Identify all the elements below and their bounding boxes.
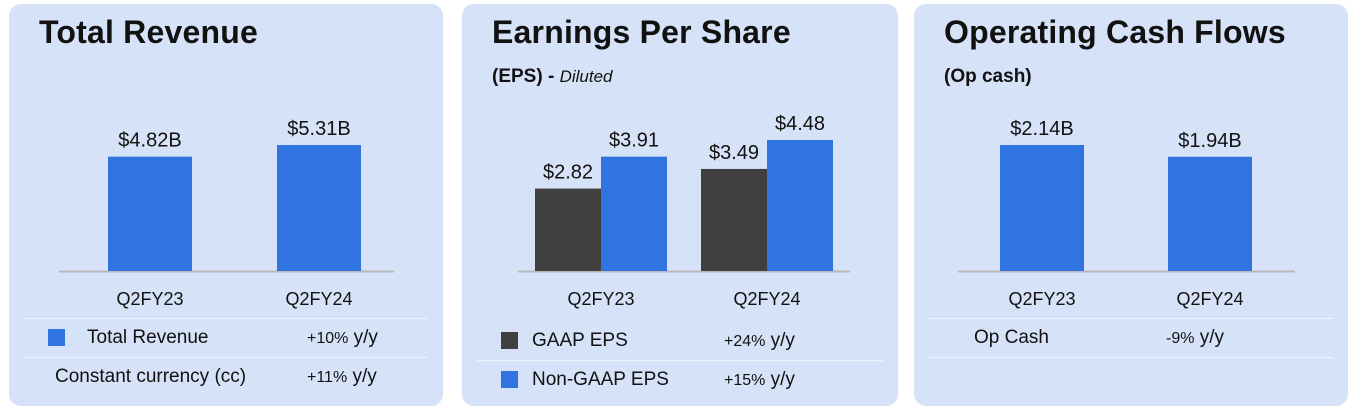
category-label: Q2FY24 [285,289,352,309]
opcash-legend: Op Cash -9% y/y [929,318,1333,396]
bar [701,168,767,271]
legend-value: -9% y/y [1166,327,1224,349]
opcash-chart: $2.14B Q2FY23 $1.94B Q2FY24 [958,118,1295,309]
legend-value: +15% y/y [724,369,795,391]
legend-row: Constant currency (cc) +11% y/y [24,357,428,396]
legend-label: Total Revenue [87,327,209,348]
legend-value: +24% y/y [724,330,795,352]
opcash-subtitle: (Op cash) [944,66,1032,87]
legend-label: Non-GAAP EPS [532,369,669,390]
legend-label: Constant currency (cc) [55,366,247,387]
revenue-title: Total Revenue [39,14,258,50]
eps-subtitle-note: Diluted [559,67,613,86]
legend-suffix: y/y [348,327,378,348]
legend-pct: +11% [307,369,348,386]
eps-title: Earnings Per Share [492,14,791,50]
category-label: Q2FY23 [116,289,183,309]
bar [767,140,833,271]
legend-row: Non-GAAP EPS +15% y/y [477,360,883,399]
legend-row: Total Revenue +10% y/y [24,318,428,357]
bar [601,156,667,271]
eps-subtitle-main: (EPS) [492,66,543,87]
data-label: $5.31B [287,118,350,140]
legend-suffix: y/y [1194,327,1225,348]
bar [1168,156,1252,271]
bar [535,188,601,271]
data-label: $2.82 [543,162,593,184]
legend-swatch [48,329,65,346]
category-label: Q2FY23 [1008,289,1075,309]
legend-pct: +24% [724,333,766,350]
bar [277,145,361,271]
legend-pct: +10% [307,330,349,347]
legend-swatch [501,332,518,349]
eps-subtitle-dash: - [542,66,560,87]
bar [108,156,192,271]
data-label: $4.48 [775,113,825,135]
opcash-title: Operating Cash Flows [944,14,1286,50]
legend-swatch [501,371,518,388]
legend-label: GAAP EPS [532,330,628,351]
data-label: $4.82B [118,130,181,152]
legend-suffix: y/y [765,369,795,390]
legend-pct: -9% [1166,330,1195,347]
revenue-card: Total Revenue $4.82B Q2FY23 $5.31B Q2FY24 T… [9,4,443,406]
legend-pct: +15% [724,372,766,389]
category-label: Q2FY24 [1176,289,1243,309]
legend-suffix: y/y [347,366,377,387]
legend-row: GAAP EPS +24% y/y [477,322,883,360]
data-label: $1.94B [1178,130,1241,152]
data-label: $2.14B [1010,118,1073,140]
data-label: $3.91 [609,130,659,152]
bar [1000,145,1084,271]
eps-subtitle: (EPS) - Diluted [492,66,613,88]
legend-value: +10% y/y [307,327,378,349]
category-label: Q2FY24 [733,289,800,309]
legend-row [929,357,1333,396]
eps-chart: $2.82 $3.91 Q2FY23 $3.49 $4.48 Q2FY24 [518,113,850,309]
revenue-legend: Total Revenue +10% y/y Constant currency… [24,318,428,396]
legend-value: +11% y/y [307,366,377,388]
opcash-card: Operating Cash Flows (Op cash) $2.14B Q2F… [914,4,1348,406]
legend-label: Op Cash [974,327,1049,348]
revenue-chart: $4.82B Q2FY23 $5.31B Q2FY24 [59,118,394,309]
eps-card: Earnings Per Share (EPS) - Diluted $2.82… [462,4,898,406]
legend-row: Op Cash -9% y/y [929,318,1333,357]
legend-suffix: y/y [765,330,795,351]
eps-legend: GAAP EPS +24% y/y Non-GAAP EPS +15% y/y [477,322,883,399]
category-label: Q2FY23 [567,289,634,309]
data-label: $3.49 [709,142,759,164]
